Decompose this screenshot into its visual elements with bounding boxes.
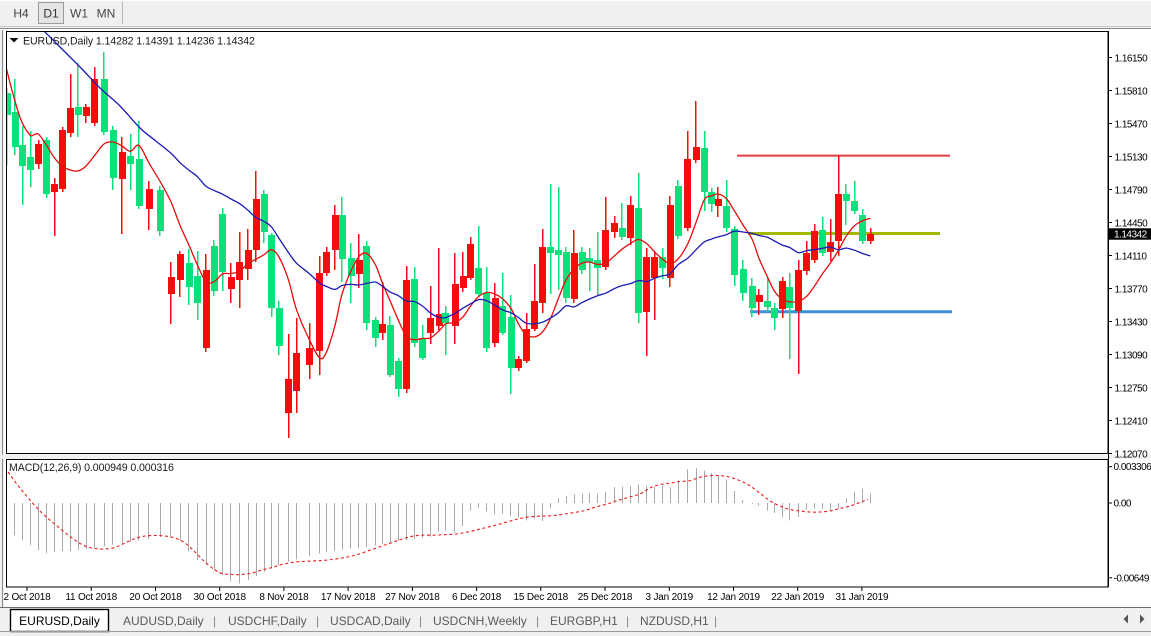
svg-text:1.13430: 1.13430 (1115, 318, 1149, 329)
svg-text:17 Nov 2018: 17 Nov 2018 (321, 592, 376, 603)
svg-text:27 Nov 2018: 27 Nov 2018 (385, 592, 440, 603)
svg-text:1.14342: 1.14342 (1114, 229, 1148, 240)
svg-text:1.16150: 1.16150 (1115, 54, 1149, 65)
svg-text:-0.00649: -0.00649 (1114, 573, 1150, 584)
svg-text:EURUSD,Daily: EURUSD,Daily (19, 614, 100, 628)
svg-text:MACD(12,26,9) 0.000949 0.00031: MACD(12,26,9) 0.000949 0.000316 (9, 462, 174, 474)
svg-text:25 Dec 2018: 25 Dec 2018 (578, 592, 633, 603)
svg-text:1.15470: 1.15470 (1115, 120, 1149, 131)
svg-text:EURGBP,H1: EURGBP,H1 (550, 614, 618, 628)
svg-text:EURUSD,Daily 1.14282 1.14391: EURUSD,Daily 1.14282 1.14391 1.14236 1.1… (23, 36, 255, 48)
svg-text:0.00: 0.00 (1114, 499, 1132, 510)
svg-text:1.12410: 1.12410 (1115, 417, 1149, 428)
svg-text:15 Dec 2018: 15 Dec 2018 (514, 592, 569, 603)
svg-text:0.003306: 0.003306 (1114, 462, 1151, 473)
svg-text:MN: MN (97, 7, 116, 21)
svg-text:|: | (213, 614, 216, 628)
svg-text:|: | (626, 614, 629, 628)
svg-text:12 Jan 2019: 12 Jan 2019 (707, 592, 760, 603)
svg-text:|: | (714, 614, 717, 628)
svg-text:1.12750: 1.12750 (1115, 384, 1149, 395)
svg-text:NZDUSD,H1: NZDUSD,H1 (640, 614, 709, 628)
svg-text:1.14790: 1.14790 (1115, 186, 1149, 197)
svg-text:1.15810: 1.15810 (1115, 87, 1149, 98)
svg-text:22 Jan 2019: 22 Jan 2019 (771, 592, 824, 603)
svg-text:|: | (536, 614, 539, 628)
svg-text:H4: H4 (13, 7, 29, 21)
svg-text:|: | (419, 614, 422, 628)
svg-text:31 Jan 2019: 31 Jan 2019 (835, 592, 888, 603)
svg-text:11 Oct 2018: 11 Oct 2018 (65, 592, 117, 603)
svg-text:USDCNH,Weekly: USDCNH,Weekly (433, 614, 527, 628)
svg-text:1.13770: 1.13770 (1115, 285, 1149, 296)
svg-text:USDCHF,Daily: USDCHF,Daily (228, 614, 307, 628)
svg-text:1.12070: 1.12070 (1115, 450, 1149, 461)
svg-text:|: | (316, 614, 319, 628)
svg-text:AUDUSD,Daily: AUDUSD,Daily (123, 614, 204, 628)
svg-text:6 Dec 2018: 6 Dec 2018 (452, 592, 502, 603)
svg-text:USDCAD,Daily: USDCAD,Daily (330, 614, 411, 628)
svg-text:1.14450: 1.14450 (1115, 219, 1149, 230)
svg-text:1.14110: 1.14110 (1115, 252, 1148, 263)
svg-text:8 Nov 2018: 8 Nov 2018 (259, 592, 309, 603)
svg-text:20 Oct 2018: 20 Oct 2018 (129, 592, 182, 603)
svg-text:1.15130: 1.15130 (1115, 153, 1149, 164)
svg-text:3 Jan 2019: 3 Jan 2019 (646, 592, 694, 603)
svg-text:30 Oct 2018: 30 Oct 2018 (194, 592, 247, 603)
svg-text:W1: W1 (70, 7, 88, 21)
svg-text:1.13090: 1.13090 (1115, 351, 1149, 362)
svg-text:D1: D1 (43, 7, 59, 21)
svg-text:2 Oct 2018: 2 Oct 2018 (4, 592, 52, 603)
